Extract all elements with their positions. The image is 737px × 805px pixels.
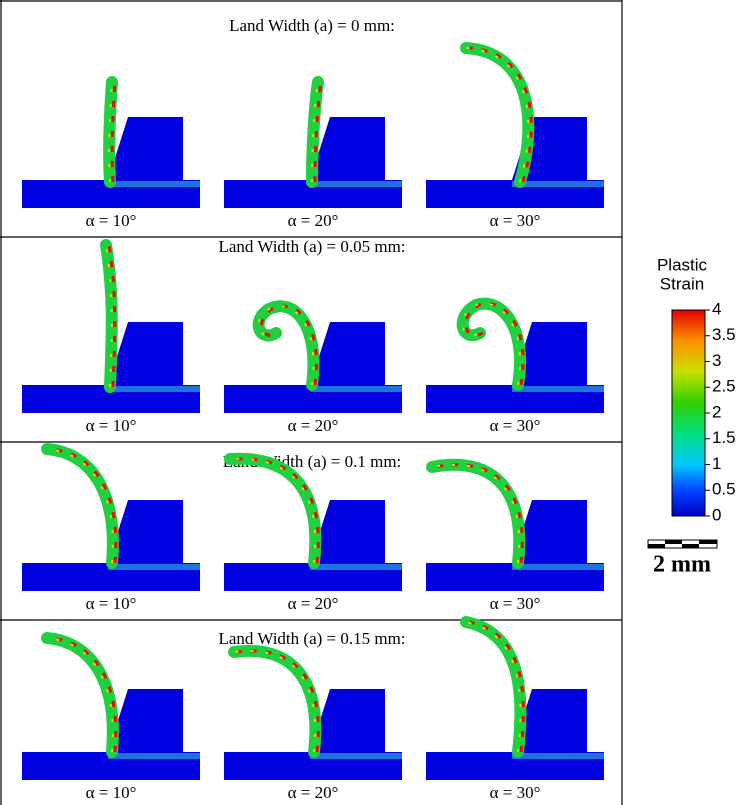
figure: Land Width (a) = 0 mm: α = 10° α = 20° α = … bbox=[0, 0, 737, 805]
surface-layer bbox=[108, 564, 200, 570]
chip bbox=[47, 638, 113, 752]
colorbar-tick-label: 3.5 bbox=[712, 325, 736, 344]
chip-high-strain bbox=[435, 465, 522, 563]
chip bbox=[259, 306, 314, 385]
simulation-panel: α = 30° bbox=[426, 622, 604, 802]
tool bbox=[310, 322, 385, 385]
tool bbox=[310, 500, 385, 563]
colorbar-tick-label: 4 bbox=[712, 299, 721, 318]
colorbar-tick-label: 1 bbox=[712, 454, 721, 473]
scale-bar-label: 2 mm bbox=[653, 552, 711, 578]
simulation-panel: α = 30° bbox=[426, 465, 604, 613]
chip bbox=[234, 651, 315, 752]
tool bbox=[310, 689, 385, 752]
panel-caption: α = 10° bbox=[86, 594, 137, 613]
surface-layer bbox=[108, 181, 200, 187]
tool bbox=[108, 500, 183, 563]
chip-high-strain bbox=[233, 459, 318, 563]
simulation-panel: α = 10° bbox=[22, 245, 200, 435]
simulation-panel: α = 10° bbox=[22, 638, 200, 802]
panel-caption: α = 30° bbox=[490, 211, 541, 230]
chip-mid-strain bbox=[230, 459, 315, 563]
surface-layer bbox=[108, 386, 200, 392]
chip bbox=[463, 304, 520, 385]
surface-layer bbox=[108, 753, 200, 759]
surface-layer bbox=[310, 386, 402, 392]
panel-caption: α = 20° bbox=[288, 211, 339, 230]
colorbar-gradient bbox=[672, 310, 705, 516]
colorbar-tick-label: 0 bbox=[712, 505, 721, 524]
panel-caption: α = 30° bbox=[490, 416, 541, 435]
simulation-panel: α = 20° bbox=[224, 306, 402, 435]
colorbar-title: Strain bbox=[660, 274, 704, 293]
colorbar-tick-label: 2 bbox=[712, 402, 721, 421]
simulation-panel: α = 20° bbox=[224, 82, 402, 230]
surface-layer bbox=[512, 564, 604, 570]
simulation-panel: α = 20° bbox=[224, 459, 402, 613]
simulation-panel: α = 30° bbox=[426, 304, 604, 435]
chip bbox=[432, 465, 519, 563]
panel-caption: α = 30° bbox=[490, 594, 541, 613]
surface-layer bbox=[310, 181, 402, 187]
colorbar-tick-label: 0.5 bbox=[712, 480, 736, 499]
chip bbox=[230, 459, 315, 563]
panels: Land Width (a) = 0 mm: α = 10° α = 20° α = … bbox=[22, 16, 604, 802]
chip bbox=[47, 449, 113, 563]
surface-layer bbox=[310, 753, 402, 759]
simulation-panel: α = 20° bbox=[224, 651, 402, 802]
tool bbox=[108, 117, 183, 180]
panel-caption: α = 10° bbox=[86, 211, 137, 230]
panel-caption: α = 20° bbox=[288, 783, 339, 802]
tool bbox=[108, 689, 183, 752]
panel-caption: α = 20° bbox=[288, 594, 339, 613]
colorbar-title: Plastic bbox=[657, 255, 708, 274]
tool bbox=[108, 322, 183, 385]
row-title: Land Width (a) = 0 mm: bbox=[229, 16, 395, 35]
colorbar-tick-label: 2.5 bbox=[712, 377, 736, 396]
simulation-panel: α = 30° bbox=[426, 48, 604, 230]
chip-high-strain bbox=[237, 651, 318, 752]
panel-caption: α = 30° bbox=[490, 783, 541, 802]
simulation-panel: α = 10° bbox=[22, 449, 200, 613]
chip bbox=[466, 48, 528, 182]
panel-caption: α = 10° bbox=[86, 783, 137, 802]
chip bbox=[466, 622, 520, 752]
chip-mid-strain bbox=[234, 651, 315, 752]
row-title: Land Width (a) = 0.05 mm: bbox=[218, 237, 405, 256]
surface-layer bbox=[512, 753, 604, 759]
surface-layer bbox=[512, 386, 604, 392]
tool bbox=[310, 117, 385, 180]
chip-mid-strain bbox=[432, 465, 519, 563]
panel-caption: α = 10° bbox=[86, 416, 137, 435]
colorbar: Plastic Strain 2 mm 4 3.5 3 2.5 2 1.5 1 0.5 0 bbox=[648, 255, 736, 577]
colorbar-tick-label: 3 bbox=[712, 351, 721, 370]
surface-layer bbox=[310, 564, 402, 570]
simulation-panel: α = 10° bbox=[22, 82, 200, 230]
scale-bar bbox=[648, 540, 717, 548]
colorbar-tick-label: 1.5 bbox=[712, 428, 736, 447]
panel-caption: α = 20° bbox=[288, 416, 339, 435]
